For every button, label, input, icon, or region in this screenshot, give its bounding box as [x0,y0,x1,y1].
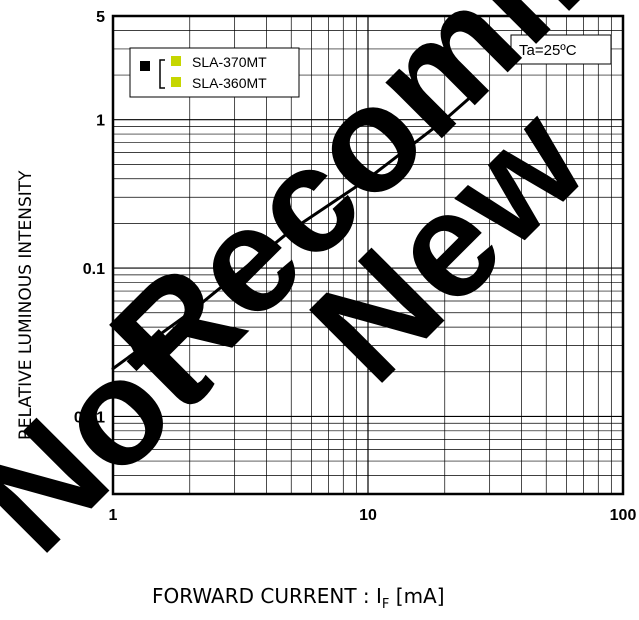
x-tick-label: 10 [359,507,377,524]
legend-label-sla-360mt: SLA-360MT [192,75,267,91]
legend-bracket [159,59,165,89]
series-layer [111,96,471,371]
y-tick-label: 0.01 [74,409,105,426]
x-axis-label-main: FORWARD CURRENT : I [152,584,382,608]
condition-box: Ta=25ºC [510,34,612,65]
legend-label-sla-370mt: SLA-370MT [192,54,267,70]
x-tick-label: 100 [610,507,637,524]
legend-swatch-black [140,61,150,71]
legend-swatch-sla-370mt [171,56,181,66]
y-axis-label: RELATIVE LUMINOUS INTENSITY [16,170,36,440]
tick-labels: 1 10 100 0.01 0.1 1 5 [74,9,637,524]
condition-label: Ta=25ºC [519,42,577,59]
grid-lines [113,16,623,494]
y-tick-label: 5 [96,9,105,26]
x-axis-label-unit: [mA] [389,584,444,608]
x-tick-label: 1 [109,507,118,524]
legend-box: SLA-370MT SLA-360MT [129,47,300,98]
x-axis-label: FORWARD CURRENT : IF [mA] [152,584,445,612]
x-axis-label-subscript: F [382,597,389,612]
y-tick-label: 1 [96,113,105,130]
plot-frame [111,14,625,496]
series-line [111,96,471,371]
legend-swatch-sla-360mt [171,77,181,87]
y-tick-label: 0.1 [83,261,105,278]
